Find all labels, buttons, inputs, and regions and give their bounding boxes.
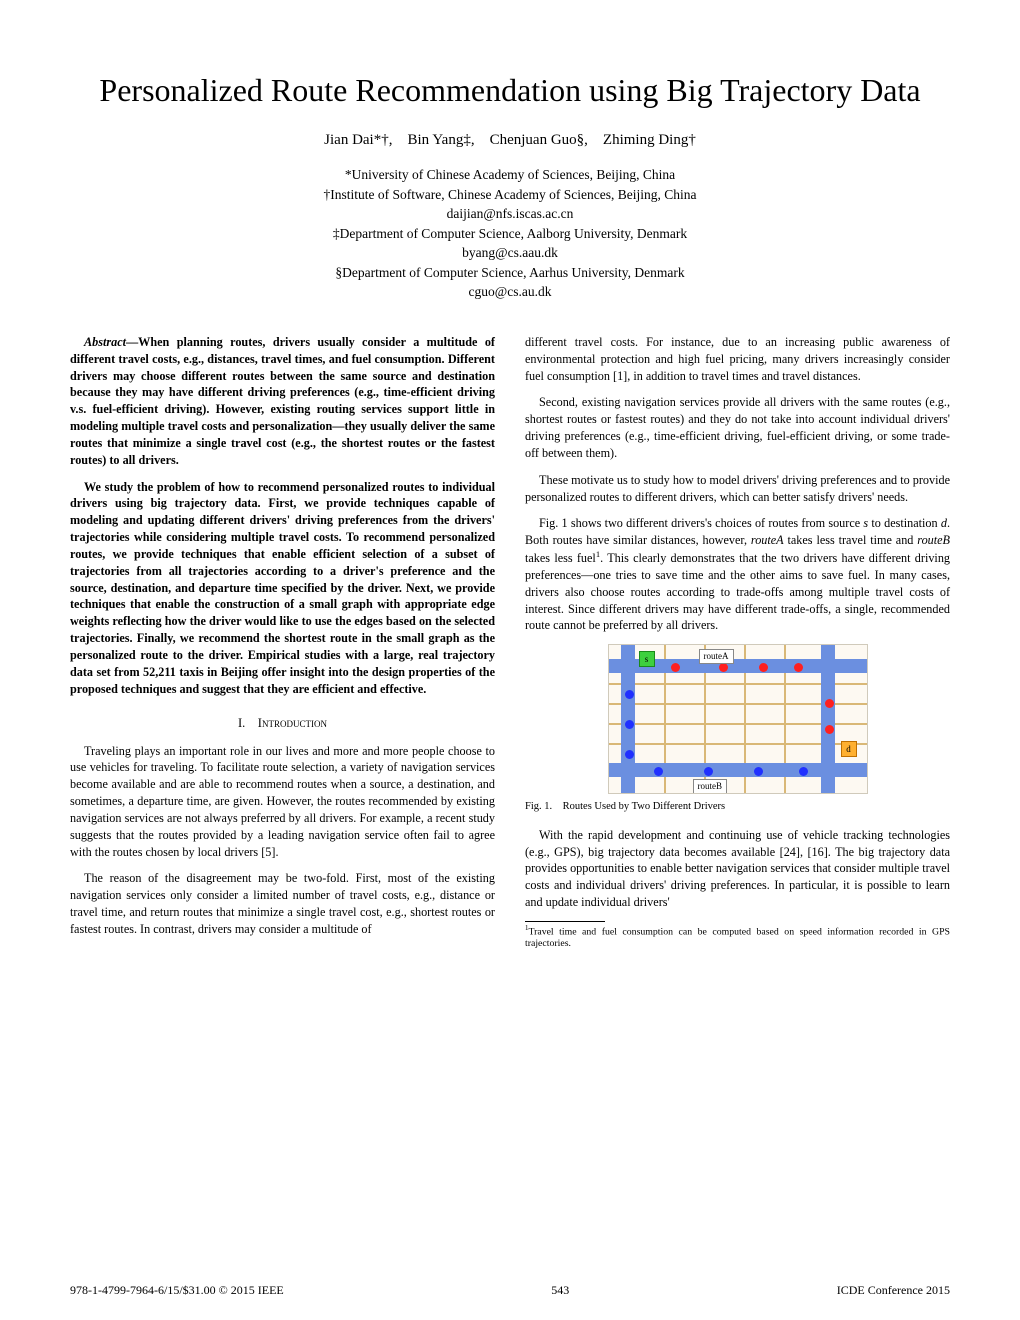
footnote-1: 1Travel time and fuel consumption can be… [525,925,950,951]
routeB-label: routeB [693,779,728,793]
routeA-label: routeA [699,649,734,663]
email-3: cguo@cs.au.dk [70,282,950,302]
affiliations-block: *University of Chinese Academy of Scienc… [70,165,950,302]
affil-3: ‡Department of Computer Science, Aalborg… [70,224,950,244]
col2-p4: Fig. 1 shows two different drivers's cho… [525,515,950,634]
footer-conference: ICDE Conference 2015 [837,1283,950,1298]
affil-4: §Department of Computer Science, Aarhus … [70,263,950,283]
p4-routeA: routeA [751,533,784,547]
p4-a: Fig. 1 shows two different drivers's cho… [539,516,863,530]
paper-title: Personalized Route Recommendation using … [70,70,950,110]
email-2: byang@cs.aau.dk [70,243,950,263]
footnote-text: Travel time and fuel consumption can be … [525,926,950,949]
authors-line: Jian Dai*†, Bin Yang‡, Chenjuan Guo§, Zh… [70,132,950,149]
col2-p3: These motivate us to study how to model … [525,472,950,506]
abstract-p1-text: —When planning routes, drivers usually c… [70,335,495,467]
affil-1: *University of Chinese Academy of Scienc… [70,165,950,185]
abstract-p2: We study the problem of how to recommend… [70,479,495,698]
footnote-rule [525,921,605,922]
intro-p2: The reason of the disagreement may be tw… [70,870,495,937]
figure-1-map: s d routeA routeB [608,644,868,794]
left-column: Abstract—When planning routes, drivers u… [70,334,495,951]
section-introduction: I. Introduction [70,715,495,732]
right-column: different travel costs. For instance, du… [525,334,950,951]
dest-marker: d [841,741,857,757]
abstract-p1: Abstract—When planning routes, drivers u… [70,334,495,469]
intro-p1: Traveling plays an important role in our… [70,743,495,861]
footer-page-number: 543 [551,1283,569,1298]
email-1: daijian@nfs.iscas.ac.cn [70,204,950,224]
p4-routeB: routeB [917,533,950,547]
affil-2: †Institute of Software, Chinese Academy … [70,185,950,205]
page-footer: 978-1-4799-7964-6/15/$31.00 © 2015 IEEE … [70,1283,950,1298]
col2-p2: Second, existing navigation services pro… [525,394,950,461]
p4-e: takes less travel time and [784,533,918,547]
figure-1-caption: Fig. 1. Routes Used by Two Different Dri… [525,800,950,814]
p4-f: takes less fuel [525,551,596,565]
p4-b: to destination [868,516,941,530]
two-column-body: Abstract—When planning routes, drivers u… [70,334,950,951]
abstract-label: Abstract [84,335,126,349]
col2-p5: With the rapid development and continuin… [525,827,950,911]
source-marker: s [639,651,655,667]
col2-p1: different travel costs. For instance, du… [525,334,950,384]
footer-copyright: 978-1-4799-7964-6/15/$31.00 © 2015 IEEE [70,1283,284,1298]
